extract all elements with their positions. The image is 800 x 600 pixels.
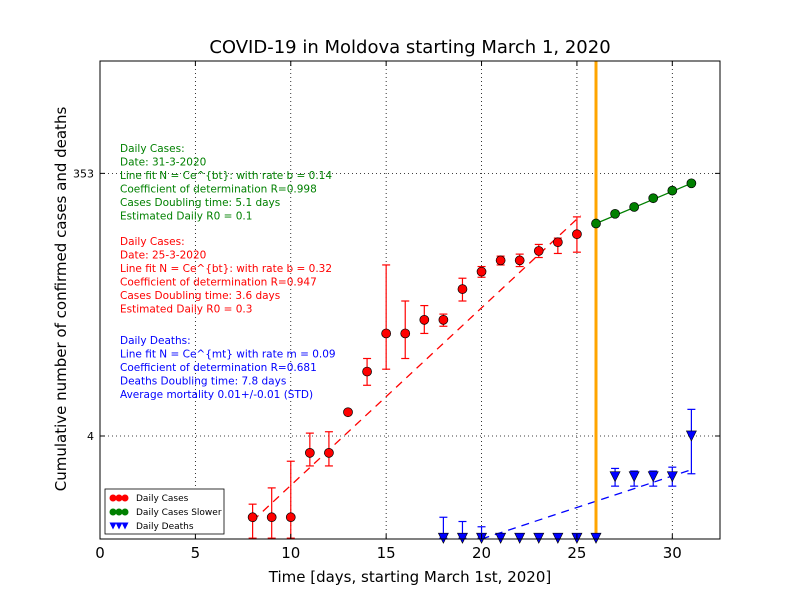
- annotation-line: Daily Deaths:: [120, 335, 191, 347]
- x-tick-label: 10: [281, 544, 300, 562]
- daily-cases-point: [285, 512, 296, 523]
- annotation-line: Deaths Doubling time: 7.8 days: [120, 376, 286, 388]
- annotation-line: Cases Doubling time: 3.6 days: [120, 290, 280, 302]
- x-tick-label: 30: [663, 544, 682, 562]
- legend-marker: [115, 494, 123, 502]
- plot-frame: [99, 60, 721, 540]
- daily-cases-point: [572, 229, 582, 240]
- y-tick-label: 353: [73, 167, 94, 180]
- annotation-line: Coefficient of determination R=0.681: [120, 362, 317, 374]
- daily-cases-point: [400, 328, 411, 339]
- daily-cases-point: [266, 512, 277, 523]
- daily-deaths-point: [590, 532, 602, 544]
- daily-deaths-point: [456, 532, 468, 544]
- daily-deaths-point: [552, 532, 564, 544]
- x-tick-label: 15: [377, 544, 396, 562]
- daily-cases-slower-point: [686, 178, 697, 189]
- daily-deaths-point: [533, 532, 545, 544]
- daily-cases-fit-line: [252, 215, 582, 522]
- daily-cases-point: [247, 512, 258, 523]
- annotation-line: Date: 25-3-2020: [120, 250, 206, 262]
- daily-cases-slower-fit-line: [595, 182, 692, 225]
- annotation-line: Daily Cases:: [120, 143, 185, 155]
- annotation-line: Estimated Daily R0 = 0.3: [120, 304, 252, 316]
- annotation-line: Cases Doubling time: 5.1 days: [120, 197, 280, 209]
- daily-cases-point: [476, 266, 487, 277]
- daily-deaths-point: [495, 532, 507, 544]
- data-points: [247, 178, 697, 544]
- daily-cases-point: [419, 315, 430, 325]
- legend-marker: [109, 508, 117, 516]
- daily-cases-point: [343, 407, 353, 418]
- y-tick-label: 4: [87, 430, 94, 443]
- daily-cases-slower-point: [629, 202, 640, 212]
- daily-deaths-fit-line: [481, 469, 692, 540]
- x-tick-label: 20: [472, 544, 491, 562]
- legend: Daily Cases Daily Cases Slower Daily Death…: [104, 488, 225, 535]
- annotation-line: Coefficient of determination R=0.998: [120, 184, 317, 196]
- legend-marker: [115, 508, 123, 516]
- daily-deaths-point: [647, 471, 659, 483]
- daily-deaths-point: [666, 471, 678, 483]
- legend-label: Daily Cases: [136, 494, 189, 504]
- y-axis-label: Cumulative number of confirmed cases and…: [52, 107, 70, 492]
- legend-marker: [115, 522, 123, 530]
- legend-marker: [121, 494, 129, 502]
- daily-cases-slower-point: [648, 193, 659, 204]
- annotation-line: Estimated Daily R0 = 0.1: [120, 211, 252, 223]
- chart-title: COVID-19 in Moldova starting March 1, 20…: [209, 37, 610, 58]
- daily-deaths-point: [685, 430, 697, 442]
- annotation-line: Coefficient of determination R=0.947: [120, 277, 317, 289]
- fit-lines: [252, 182, 692, 540]
- legend-label: Daily Cases Slower: [136, 508, 222, 518]
- daily-cases-point: [457, 284, 468, 294]
- annotation-line: Line fit N = Ce^{bt}: with rate b = 0.14: [120, 170, 332, 182]
- legend-marker: [109, 494, 117, 502]
- daily-deaths-point: [628, 471, 640, 483]
- legend-label: Daily Deaths: [136, 522, 194, 532]
- daily-cases-point: [495, 255, 506, 266]
- x-tick-label: 0: [95, 544, 105, 562]
- daily-cases-point: [324, 447, 334, 458]
- axis-ticks: 0 5 10 15 20 25 30 4 353: [73, 61, 720, 562]
- x-axis-label: Time [days, starting March 1st, 2020]: [268, 568, 551, 586]
- daily-cases-slower-point: [610, 208, 620, 219]
- annotation-line: Daily Cases:: [120, 236, 185, 248]
- annotation-line: Average mortality 0.01+/-0.01 (STD): [120, 389, 313, 401]
- daily-cases-point: [381, 328, 392, 339]
- daily-deaths-point: [609, 471, 621, 483]
- legend-marker: [121, 508, 129, 516]
- daily-cases-point: [304, 447, 315, 458]
- daily-cases-slower-point: [591, 218, 601, 229]
- daily-deaths-point: [514, 532, 526, 544]
- daily-cases-slower-point: [667, 185, 678, 196]
- legend-marker: [109, 522, 117, 530]
- daily-cases-point: [514, 255, 525, 266]
- daily-cases-point: [362, 366, 372, 377]
- annotation-line: Line fit N = Ce^{mt} with rate m = 0.09: [120, 349, 336, 361]
- annotation-line: Date: 31-3-2020: [120, 157, 206, 169]
- x-tick-label: 5: [191, 544, 201, 562]
- annotation-line: Line fit N = Ce^{bt}: with rate b = 0.32: [120, 263, 332, 275]
- x-tick-label: 25: [567, 544, 586, 562]
- daily-deaths-point: [437, 532, 449, 544]
- grid-lines: [100, 61, 720, 539]
- daily-cases-point: [552, 237, 563, 248]
- daily-cases-point: [438, 315, 449, 325]
- legend-marker: [121, 522, 129, 530]
- daily-cases-point: [533, 246, 544, 256]
